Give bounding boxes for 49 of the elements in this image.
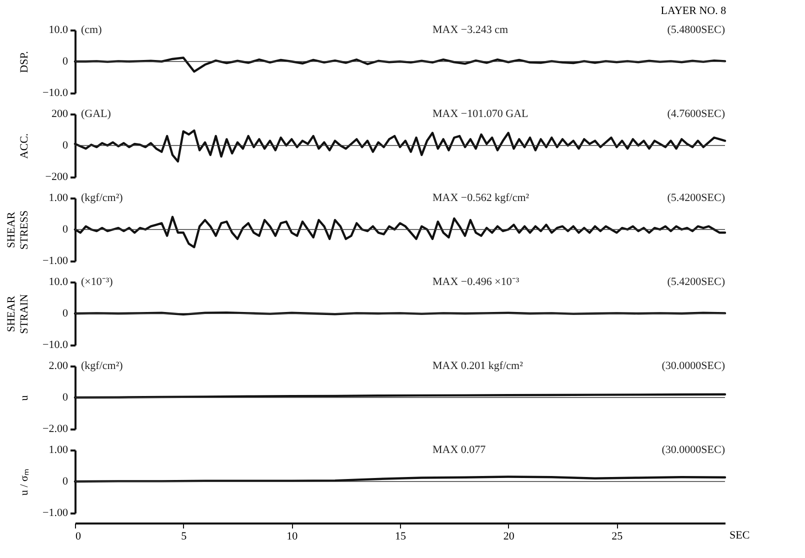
x-tick-label: 20 bbox=[503, 530, 515, 542]
y-tick-label: 0 bbox=[62, 392, 68, 404]
y-tick-label: 1.00 bbox=[48, 192, 68, 204]
y-axis-title: DSP. bbox=[18, 50, 30, 73]
x-tick-label: 15 bbox=[395, 530, 406, 542]
x-axis-title: SEC bbox=[730, 530, 750, 542]
annotation: MAX −0.562 kgf/cm² bbox=[432, 192, 530, 204]
y-tick-label: 10.0 bbox=[48, 24, 68, 36]
x-tick-label: 0 bbox=[76, 530, 82, 542]
y-tick-label: 0 bbox=[62, 224, 68, 236]
annotation: MAX 0.201 kgf/cm² bbox=[432, 360, 524, 372]
y-axis-title: SHEAR STRAIN bbox=[6, 294, 30, 334]
y-tick-label: −2.00 bbox=[42, 423, 68, 435]
y-tick-label: 0 bbox=[62, 140, 68, 152]
y-axis-title: u bbox=[18, 394, 30, 401]
annotation: (GAL) bbox=[81, 108, 112, 120]
annotation: (cm) bbox=[81, 24, 102, 36]
chart-title: LAYER NO. 8 bbox=[660, 5, 727, 17]
annotation: (kgf/cm²) bbox=[81, 360, 124, 372]
x-tick-label: 10 bbox=[286, 530, 298, 542]
annotation: (5.4800SEC) bbox=[667, 24, 726, 36]
y-tick-label: −10.0 bbox=[42, 339, 68, 351]
y-tick-label: 10.0 bbox=[48, 276, 68, 288]
y-tick-label: 0 bbox=[62, 308, 68, 320]
annotation: (30.0000SEC) bbox=[662, 444, 726, 456]
y-tick-label: −1.00 bbox=[42, 507, 68, 519]
y-tick-label: 2.00 bbox=[48, 360, 68, 372]
y-tick-label: −200 bbox=[45, 171, 68, 183]
y-tick-label: 200 bbox=[52, 108, 68, 120]
y-tick-label: 0 bbox=[62, 476, 68, 488]
annotation: (30.0000SEC) bbox=[662, 360, 726, 372]
annotation: (×10⁻³) bbox=[81, 276, 114, 288]
annotation: (5.4200SEC) bbox=[667, 276, 726, 288]
x-tick-label: 5 bbox=[181, 530, 188, 542]
y-axis-title: ACC. bbox=[18, 133, 30, 159]
annotation: (4.7600SEC) bbox=[667, 108, 726, 120]
y-tick-label: 1.00 bbox=[48, 444, 68, 456]
annotation: MAX −101.070 GAL bbox=[432, 108, 529, 120]
y-axis-title: SHEAR STRESS bbox=[6, 210, 30, 250]
annotation: MAX −3.243 cm bbox=[432, 24, 509, 36]
y-tick-label: 0 bbox=[62, 56, 68, 68]
y-tick-label: −1.00 bbox=[42, 255, 68, 267]
x-tick-label: 25 bbox=[612, 530, 624, 542]
annotation: (5.4200SEC) bbox=[667, 192, 726, 204]
annotation: MAX −0.496 ×10⁻³ bbox=[432, 276, 520, 288]
y-tick-label: −10.0 bbox=[42, 87, 68, 99]
annotation: (kgf/cm²) bbox=[81, 192, 124, 204]
annotation: MAX 0.077 bbox=[432, 444, 486, 456]
y-axis-title: u / σₘ bbox=[18, 468, 30, 496]
